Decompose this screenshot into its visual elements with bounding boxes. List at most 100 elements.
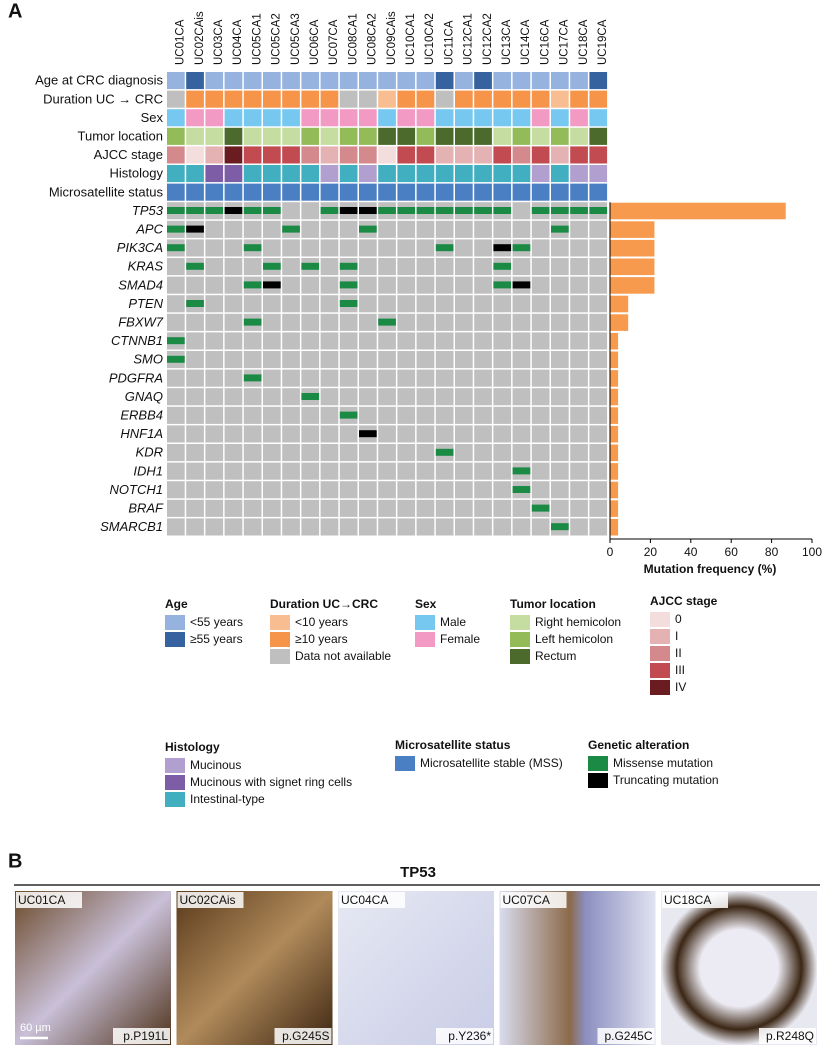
gene-cell	[301, 462, 320, 480]
clinical-cell	[282, 109, 300, 127]
legend-swatch	[588, 773, 608, 788]
row-label: Age at CRC diagnosis	[35, 73, 163, 88]
gene-cell	[186, 313, 204, 331]
gene-cell	[416, 518, 435, 536]
gene-cell	[416, 220, 435, 238]
gene-cell	[512, 388, 531, 406]
gene-cell	[493, 481, 512, 499]
gene-cell	[243, 258, 262, 276]
gene-cell	[339, 388, 358, 406]
clinical-cell	[474, 165, 492, 183]
gene-cell	[589, 239, 608, 257]
gene-cell	[205, 295, 224, 313]
gene-cell	[474, 462, 492, 480]
clinical-cell	[493, 165, 512, 183]
gene-cell	[474, 425, 492, 443]
gene-cell	[416, 462, 435, 480]
gene-cell	[474, 444, 492, 462]
gene-cell	[531, 239, 550, 257]
gene-cell	[359, 332, 377, 350]
gene-cell	[167, 258, 185, 276]
gene-cell	[378, 276, 396, 294]
gene-cell	[282, 499, 300, 517]
x-tick-label: 20	[644, 545, 658, 559]
gene-cell	[167, 369, 185, 387]
gene-cell	[263, 295, 281, 313]
clinical-cell	[474, 127, 492, 145]
clinical-cell	[397, 109, 416, 127]
gene-cell	[397, 444, 416, 462]
gene-cell	[205, 351, 224, 369]
gene-cell	[378, 462, 396, 480]
label-bg	[500, 892, 567, 908]
alteration	[339, 411, 358, 419]
gene-cell	[263, 406, 281, 424]
alteration	[512, 486, 531, 493]
clinical-cell	[512, 109, 531, 127]
clinical-cell	[512, 90, 531, 108]
gene-cell	[263, 518, 281, 536]
gene-cell	[205, 313, 224, 331]
clinical-cell	[455, 127, 473, 145]
alteration	[301, 393, 320, 400]
gene-cell	[263, 462, 281, 480]
legend-label: III	[675, 663, 685, 677]
gene-cell	[243, 406, 262, 424]
gene-cell	[320, 388, 339, 406]
gene-cell	[339, 481, 358, 499]
gene-cell	[224, 332, 243, 350]
gene-cell	[301, 220, 320, 238]
clinical-cell	[551, 72, 569, 90]
alteration	[186, 300, 204, 307]
clinical-cell	[243, 146, 262, 164]
gene-cell	[359, 276, 377, 294]
clinical-cell	[551, 127, 569, 145]
gene-cell	[416, 388, 435, 406]
gene-cell	[282, 444, 300, 462]
legend-swatch	[650, 646, 670, 661]
gene-cell	[455, 276, 473, 294]
legend-swatch	[165, 758, 185, 773]
gene-cell	[378, 369, 396, 387]
gene-cell	[378, 499, 396, 517]
gene-cell	[339, 462, 358, 480]
gene-cell	[435, 258, 454, 276]
clinical-cell	[167, 90, 185, 108]
gene-cell	[359, 444, 377, 462]
clinical-cell	[320, 127, 339, 145]
gene-cell	[378, 425, 396, 443]
gene-cell	[243, 332, 262, 350]
gene-cell	[474, 295, 492, 313]
x-tick-label: 100	[802, 545, 822, 559]
clinical-cell	[570, 146, 588, 164]
clinical-cell	[589, 109, 608, 127]
clinical-cell	[224, 127, 243, 145]
label-bg	[436, 1028, 493, 1044]
image-mutation: p.R248Q	[766, 1029, 814, 1043]
clinical-cell	[531, 146, 550, 164]
gene-cell	[301, 406, 320, 424]
gene-cell	[263, 313, 281, 331]
clinical-cell	[378, 72, 396, 90]
label-bg	[113, 1028, 170, 1044]
sample-label: UC09CAis	[386, 11, 398, 65]
gene-cell	[205, 369, 224, 387]
bar	[610, 481, 619, 499]
gene-cell	[359, 499, 377, 517]
clinical-cell	[186, 127, 204, 145]
legend-swatch	[165, 792, 185, 807]
gene-cell	[320, 220, 339, 238]
legend-label: Intestinal-type	[190, 792, 265, 806]
clinical-cell	[282, 127, 300, 145]
gene-cell	[320, 295, 339, 313]
clinical-cell	[512, 127, 531, 145]
gene-cell	[397, 481, 416, 499]
gene-cell	[435, 295, 454, 313]
gene-cell	[455, 406, 473, 424]
clinical-cell	[224, 146, 243, 164]
clinical-cell	[186, 146, 204, 164]
clinical-cell	[320, 72, 339, 90]
gene-cell	[320, 518, 339, 536]
gene-cell	[531, 425, 550, 443]
label-bg	[16, 892, 82, 908]
